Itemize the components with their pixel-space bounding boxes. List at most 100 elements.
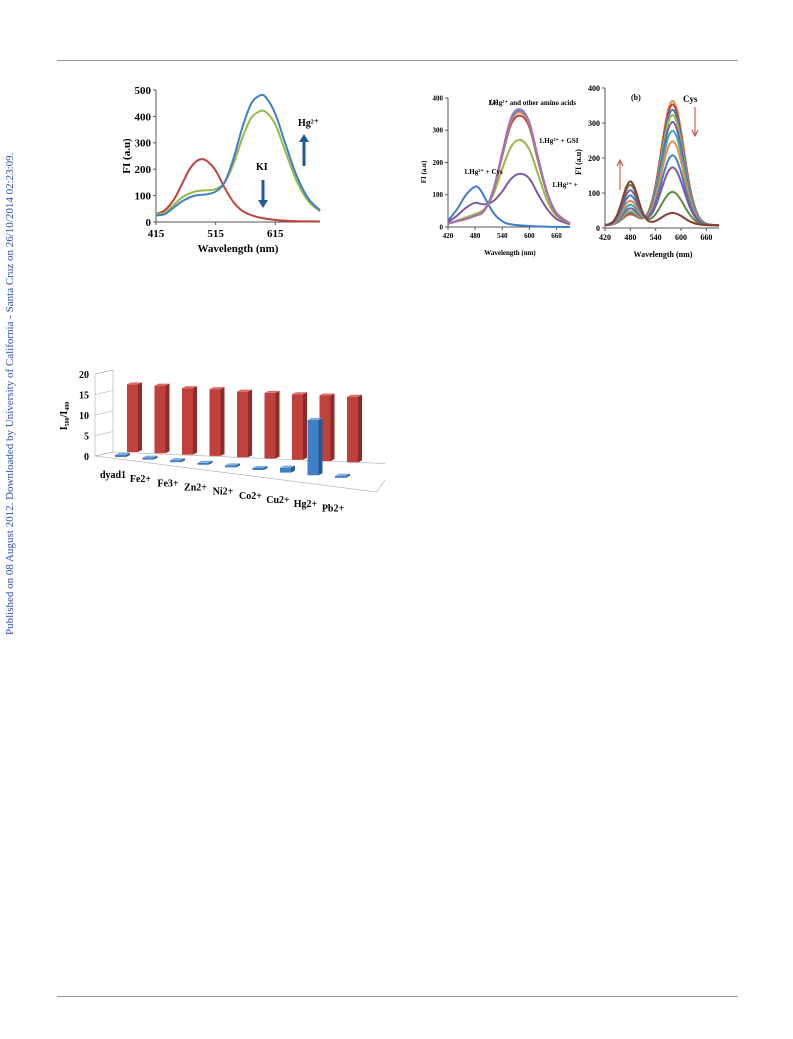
bar-front-side-3 bbox=[208, 460, 213, 465]
grid-line bbox=[94, 410, 114, 416]
bar-back-top-5 bbox=[264, 390, 280, 393]
y-tick-label: 200 bbox=[433, 159, 444, 167]
grid-line bbox=[94, 390, 114, 395]
bar-front-side-6 bbox=[291, 465, 295, 473]
y-axis-label: FI (a.u) bbox=[420, 160, 428, 183]
bar-back-side-7 bbox=[330, 393, 335, 462]
watermark-text: Published on 08 August 2012. Downloaded … bbox=[4, 152, 16, 635]
bar-front-8 bbox=[335, 475, 346, 478]
bar-front-5 bbox=[252, 468, 264, 470]
panel-label: (a) bbox=[490, 98, 499, 106]
bar-front-side-4 bbox=[236, 463, 240, 468]
bar-back-top-2 bbox=[182, 386, 197, 389]
bar-front-side-2 bbox=[181, 458, 185, 463]
category-label: Hg2+ bbox=[294, 499, 318, 510]
bar-back-side-5 bbox=[275, 390, 280, 459]
bar-back-side-0 bbox=[138, 382, 142, 452]
bar-back-side-2 bbox=[193, 386, 197, 455]
y-axis-label: FI (a.u) bbox=[575, 149, 583, 175]
floor bbox=[94, 451, 385, 493]
y-tick-label: 300 bbox=[135, 138, 152, 150]
x-tick-label: 420 bbox=[443, 232, 454, 240]
grid-line bbox=[94, 451, 114, 457]
grid-line bbox=[94, 369, 114, 375]
x-axis-label: Wavelength (nm) bbox=[634, 250, 693, 259]
spectrum-line-1 bbox=[155, 109, 321, 216]
annotation-hg: Hg²⁺ bbox=[298, 118, 319, 129]
bar-back-top-3 bbox=[209, 387, 225, 390]
bar-back-4 bbox=[237, 391, 248, 458]
bar-front-top-6 bbox=[280, 465, 295, 468]
annotation-cys: Cys bbox=[683, 94, 698, 104]
bar-front-side-8 bbox=[346, 473, 350, 478]
bar-back-top-4 bbox=[237, 389, 252, 392]
bar-front-top-1 bbox=[142, 455, 158, 458]
y-tick-label: 200 bbox=[135, 164, 152, 176]
y-tick-label: 5 bbox=[84, 432, 89, 443]
up-arrow-head bbox=[299, 134, 309, 142]
bar-back-0 bbox=[127, 384, 138, 452]
bar-back-3 bbox=[209, 389, 221, 456]
bar-front-0 bbox=[115, 455, 126, 457]
x-tick-label: 660 bbox=[700, 233, 712, 242]
y-tick-label: 0 bbox=[596, 224, 600, 233]
y-tick-label: 15 bbox=[79, 391, 89, 402]
annotation-gsh: 1.Hg²⁺ + GSH bbox=[539, 137, 578, 145]
spectrum-line-1 bbox=[447, 172, 571, 226]
annotation-cys: 1.Hg²⁺ + Cys bbox=[464, 168, 503, 176]
bar-back-side-4 bbox=[248, 389, 252, 458]
x-axis-label: Wavelength (nm) bbox=[484, 249, 536, 257]
figure-hg-ki-spectra: 0 100 200 300 400 500 415 515 615 Wavelength (nm)… bbox=[121, 85, 321, 255]
x-tick-label: 420 bbox=[599, 233, 611, 242]
bar-front-side-0 bbox=[126, 453, 130, 457]
bar-back-2 bbox=[182, 388, 193, 455]
category-label: Ni2+ bbox=[213, 487, 234, 498]
bar-back-6 bbox=[292, 394, 303, 460]
bar-front-top-3 bbox=[197, 460, 213, 463]
bar-front-side-5 bbox=[263, 466, 268, 470]
annotation-hcy: 1.Hg²⁺ +Hcy bbox=[552, 181, 578, 189]
spectrum-line-0 bbox=[155, 158, 321, 223]
x-tick-label: 480 bbox=[624, 233, 636, 242]
bar-front-4 bbox=[225, 465, 236, 468]
bar-front-6 bbox=[280, 467, 291, 473]
x-tick-label: 600 bbox=[524, 232, 535, 240]
bar-front-2 bbox=[170, 460, 181, 463]
grid-line bbox=[94, 431, 114, 436]
bar-back-top-0 bbox=[127, 382, 142, 385]
category-label: Pb2+ bbox=[322, 503, 345, 512]
spectrum-line-2 bbox=[447, 138, 571, 225]
y-tick-label: 0 bbox=[84, 452, 89, 463]
figure-cys-titration-spectra: 0 100 200 300 400 420 480 540 600 660 (b) Wavelengt… bbox=[575, 84, 720, 259]
x-tick-label: 515 bbox=[207, 228, 224, 240]
figure-ratio-bar-chart: 0 5 10 15 20 I₅₈₀/I₄₈₀ dyad1 Fe2+ Fe3+ Zn2+ Ni2+ Co… bbox=[59, 369, 385, 512]
category-label: Fe2+ bbox=[130, 474, 152, 485]
figure-amino-acid-spectra: 0 100 200 300 400 420 480 540 600 660 (a) Wavelengt… bbox=[420, 94, 578, 257]
up-arrow-head bbox=[616, 158, 624, 167]
annotation-ki: KI bbox=[256, 162, 268, 173]
x-axis-label: Wavelength (nm) bbox=[198, 243, 279, 255]
bar-front-top-5 bbox=[252, 466, 268, 468]
x-tick-label: 660 bbox=[551, 232, 562, 240]
bar-front-7 bbox=[307, 419, 319, 476]
bar-front-top-2 bbox=[170, 458, 185, 461]
spectrum-line-2 bbox=[155, 93, 321, 217]
spectrum-line-8 bbox=[604, 166, 720, 227]
bar-back-8 bbox=[347, 396, 358, 463]
y-tick-label: 0 bbox=[440, 223, 444, 231]
bar-front-top-4 bbox=[225, 463, 240, 466]
bottom-rule bbox=[57, 996, 738, 997]
bar-back-top-7 bbox=[319, 393, 335, 396]
y-tick-label: 300 bbox=[588, 119, 600, 128]
y-tick-label: 100 bbox=[135, 190, 152, 202]
y-axis-label: FI (a.u) bbox=[121, 138, 133, 174]
x-tick-label: 480 bbox=[470, 232, 481, 240]
y-tick-label: 200 bbox=[588, 154, 600, 163]
bar-front-side-7 bbox=[318, 417, 323, 476]
category-label: Fe3+ bbox=[157, 478, 179, 489]
bar-front-side-1 bbox=[153, 455, 158, 460]
down-arrow-head bbox=[691, 129, 699, 138]
y-tick-label: 100 bbox=[588, 189, 600, 198]
bar-back-side-1 bbox=[165, 383, 170, 454]
bar-front-top-8 bbox=[335, 473, 350, 476]
